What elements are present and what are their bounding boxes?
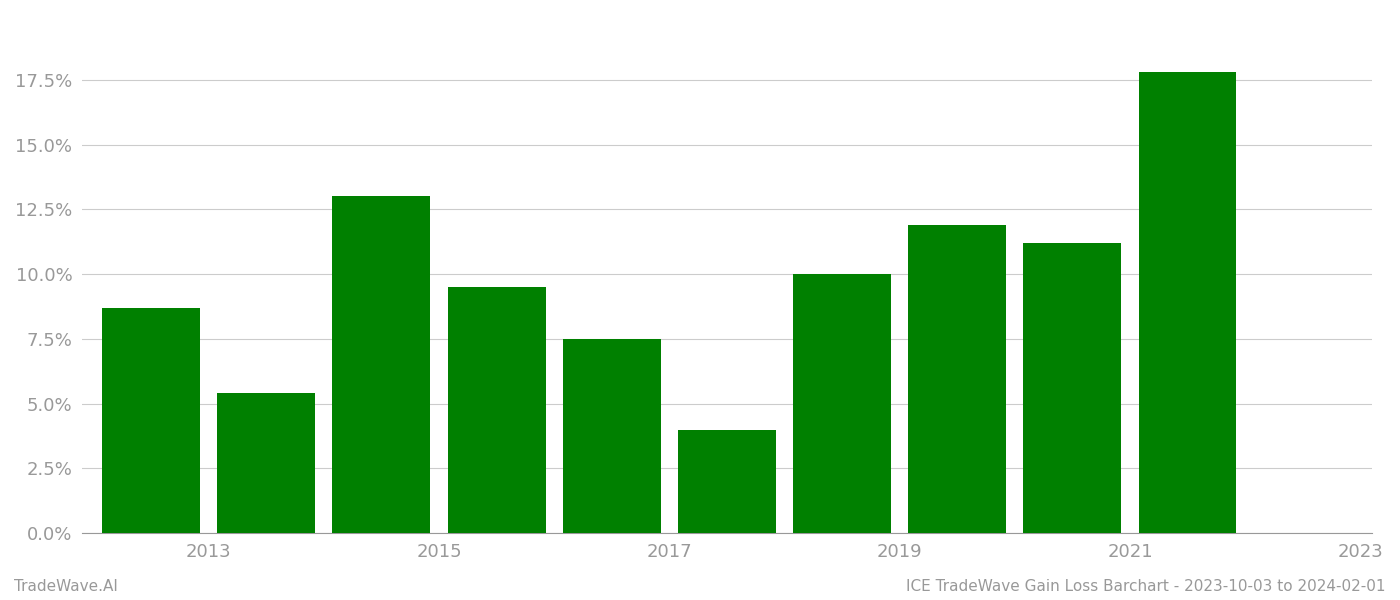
Bar xyxy=(1023,243,1121,533)
Bar xyxy=(332,196,430,533)
Bar xyxy=(448,287,546,533)
Bar xyxy=(909,225,1007,533)
Text: ICE TradeWave Gain Loss Barchart - 2023-10-03 to 2024-02-01: ICE TradeWave Gain Loss Barchart - 2023-… xyxy=(907,579,1386,594)
Bar xyxy=(1138,72,1236,533)
Bar xyxy=(563,339,661,533)
Bar xyxy=(678,430,776,533)
Text: TradeWave.AI: TradeWave.AI xyxy=(14,579,118,594)
Bar xyxy=(102,308,200,533)
Bar xyxy=(794,274,890,533)
Bar xyxy=(217,394,315,533)
